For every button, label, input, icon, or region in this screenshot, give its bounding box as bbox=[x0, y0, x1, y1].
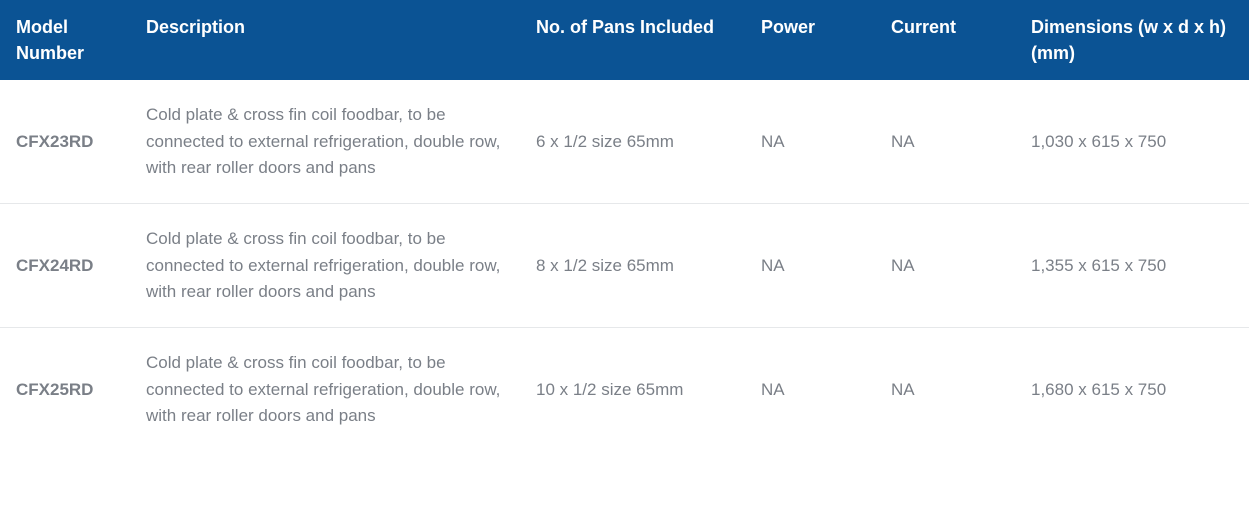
cell-power: NA bbox=[745, 204, 875, 328]
cell-dim: 1,680 x 615 x 750 bbox=[1015, 328, 1249, 452]
table-row: CFX25RD Cold plate & cross fin coil food… bbox=[0, 328, 1249, 452]
cell-dim: 1,030 x 615 x 750 bbox=[1015, 80, 1249, 204]
cell-model: CFX23RD bbox=[0, 80, 130, 204]
cell-power: NA bbox=[745, 80, 875, 204]
cell-desc: Cold plate & cross fin coil foodbar, to … bbox=[130, 204, 520, 328]
cell-current: NA bbox=[875, 204, 1015, 328]
cell-pans: 10 x 1/2 size 65mm bbox=[520, 328, 745, 452]
cell-desc: Cold plate & cross fin coil foodbar, to … bbox=[130, 80, 520, 204]
cell-dim: 1,355 x 615 x 750 bbox=[1015, 204, 1249, 328]
cell-model: CFX24RD bbox=[0, 204, 130, 328]
col-header-model: Model Number bbox=[0, 0, 130, 80]
cell-pans: 6 x 1/2 size 65mm bbox=[520, 80, 745, 204]
cell-desc: Cold plate & cross fin coil foodbar, to … bbox=[130, 328, 520, 452]
cell-pans: 8 x 1/2 size 65mm bbox=[520, 204, 745, 328]
table-header-row: Model Number Description No. of Pans Inc… bbox=[0, 0, 1249, 80]
col-header-pans: No. of Pans Included bbox=[520, 0, 745, 80]
col-header-current: Current bbox=[875, 0, 1015, 80]
spec-table: Model Number Description No. of Pans Inc… bbox=[0, 0, 1249, 451]
cell-current: NA bbox=[875, 80, 1015, 204]
cell-current: NA bbox=[875, 328, 1015, 452]
table-row: CFX23RD Cold plate & cross fin coil food… bbox=[0, 80, 1249, 204]
col-header-desc: Description bbox=[130, 0, 520, 80]
col-header-power: Power bbox=[745, 0, 875, 80]
col-header-dim: Dimensions (w x d x h) (mm) bbox=[1015, 0, 1249, 80]
cell-power: NA bbox=[745, 328, 875, 452]
cell-model: CFX25RD bbox=[0, 328, 130, 452]
table-row: CFX24RD Cold plate & cross fin coil food… bbox=[0, 204, 1249, 328]
